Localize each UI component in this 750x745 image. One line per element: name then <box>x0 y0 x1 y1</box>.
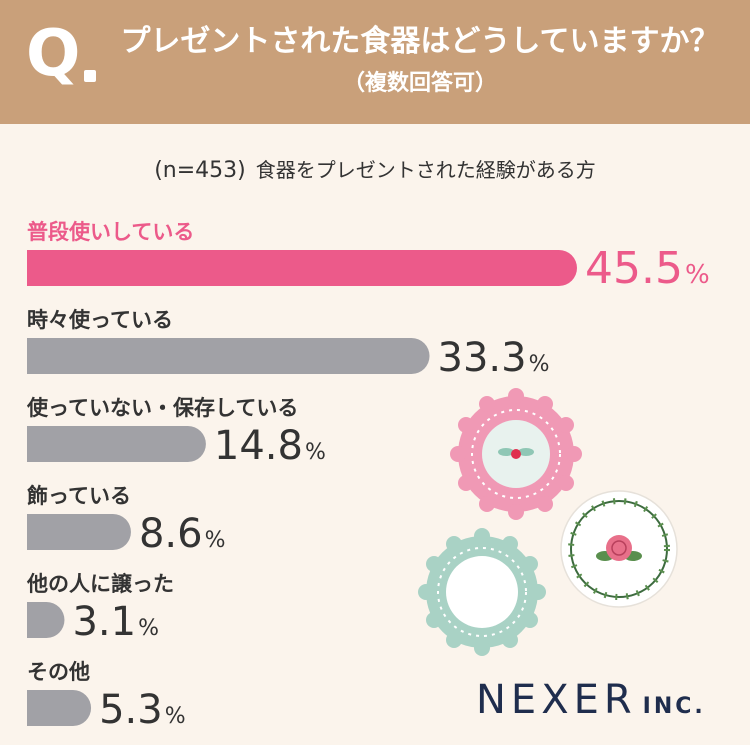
category-label: 飾っている <box>27 484 131 508</box>
sample-description: 食器をプレゼントされた経験がある方 <box>255 158 596 182</box>
value-label: 5.3% <box>99 687 186 733</box>
value-label: 45.5% <box>585 243 710 294</box>
pink-plate-illustration <box>450 388 582 520</box>
q-dot <box>84 70 96 82</box>
category-label: 普段使いしている <box>27 220 194 244</box>
plate-decorations <box>418 388 678 656</box>
category-label: その他 <box>27 660 90 684</box>
bar <box>27 602 65 638</box>
value-label: 14.8% <box>214 423 326 469</box>
bar <box>27 514 131 550</box>
value-label: 3.1% <box>72 599 159 645</box>
logo-suffix: INC. <box>642 694 706 719</box>
q-mark: Q <box>26 17 81 91</box>
mint-plate-illustration <box>418 528 546 656</box>
category-label: 他の人に譲った <box>26 572 174 596</box>
bar <box>27 338 430 374</box>
logo-name: NEXER <box>476 677 637 723</box>
sample-size: (n=453) <box>154 158 246 183</box>
category-label: 使っていない・保存している <box>26 396 298 420</box>
question-header: Q プレゼントされた食器はどうしていますか？ （複数回答可） <box>0 0 750 124</box>
value-label: 33.3% <box>438 335 550 381</box>
value-unit: % <box>138 616 159 641</box>
value-unit: % <box>305 440 326 465</box>
value-unit: % <box>205 528 226 553</box>
question-title: プレゼントされた食器はどうしていますか？ <box>120 24 720 59</box>
question-subtitle: （複数回答可） <box>342 71 497 96</box>
value-unit: % <box>529 352 550 377</box>
bar <box>27 426 206 462</box>
value-label: 8.6% <box>139 511 226 557</box>
bar <box>27 690 92 726</box>
sample-note: (n=453) 食器をプレゼントされた経験がある方 <box>0 155 750 186</box>
value-unit: % <box>685 260 710 290</box>
value-unit: % <box>165 704 186 729</box>
nexer-logo: NEXER INC. <box>476 676 706 731</box>
category-label: 時々使っている <box>27 308 173 332</box>
bars-group: 普段使いしている 45.5% 時々使っている 33.3% 使っていない・保存している 14… <box>26 220 710 733</box>
rose-plate-illustration <box>560 490 678 608</box>
bar <box>27 250 577 286</box>
